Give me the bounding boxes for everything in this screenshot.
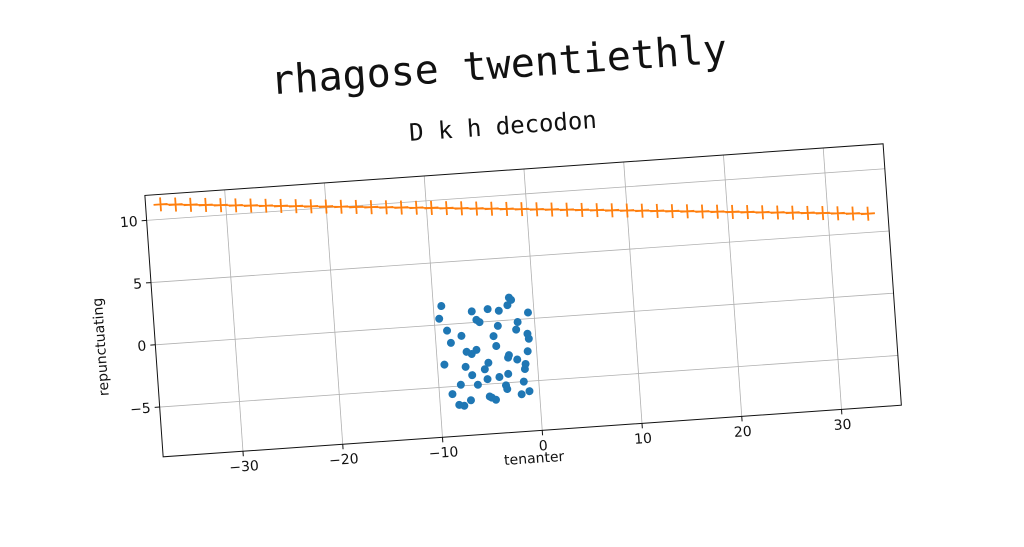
scatter-point <box>524 308 533 317</box>
y-tick-label: 10 <box>119 214 138 231</box>
scatter-point <box>495 307 504 316</box>
x-tick-label: 30 <box>833 417 852 434</box>
plus-marker <box>289 199 304 214</box>
scatter-point <box>504 370 513 379</box>
plus-marker <box>349 199 364 214</box>
plus-marker <box>454 201 469 216</box>
plus-marker <box>635 203 650 218</box>
scatter-point <box>447 339 456 348</box>
y-tick-label: 5 <box>133 276 143 293</box>
plus-marker <box>755 205 770 220</box>
x-tick-label: −10 <box>428 444 459 462</box>
plus-marker <box>364 200 379 215</box>
plus-marker <box>620 203 635 218</box>
plus-marker <box>379 200 394 215</box>
plus-marker <box>153 197 168 212</box>
y-gridline <box>151 231 889 283</box>
scatter-point <box>513 355 522 364</box>
x-tick-label: 20 <box>733 424 752 441</box>
plus-marker <box>800 205 815 220</box>
plus-marker <box>845 206 860 221</box>
plus-marker <box>785 205 800 220</box>
scatter-point <box>492 342 501 351</box>
y-axis-label: repunctuating <box>90 297 113 396</box>
plus-marker <box>228 198 243 213</box>
scatter-point <box>512 325 521 334</box>
scatter-point <box>467 396 476 405</box>
scatter-point <box>448 390 457 399</box>
scatter-point <box>483 375 492 384</box>
scatter-point <box>474 381 483 390</box>
plus-marker <box>590 203 605 218</box>
plus-marker <box>409 200 424 215</box>
plus-marker <box>665 204 680 219</box>
scatter-point <box>489 332 498 341</box>
plus-marker <box>319 199 334 214</box>
y-gridline <box>155 293 893 345</box>
x-tick-label: −20 <box>329 451 360 469</box>
x-gridline <box>225 190 243 451</box>
scatter-point <box>437 302 446 311</box>
plus-marker <box>650 203 665 218</box>
plus-marker <box>529 202 544 217</box>
scatter-point <box>523 347 532 356</box>
scatter-point <box>468 371 477 380</box>
plus-marker <box>574 202 589 217</box>
plus-marker <box>680 204 695 219</box>
x-axis-label: tenanter <box>504 449 565 469</box>
scatter-point <box>457 332 466 341</box>
plus-marker <box>770 205 785 220</box>
plus-marker <box>304 199 319 214</box>
y-tick-label: −5 <box>130 401 152 418</box>
plus-marker <box>198 197 213 212</box>
scatter-point <box>495 373 504 382</box>
plus-marker <box>559 202 574 217</box>
x-gridline <box>624 162 642 423</box>
scatter-point <box>520 377 529 386</box>
x-tick-label: 10 <box>634 431 653 448</box>
scatter-point <box>483 305 492 314</box>
plus-marker <box>469 201 484 216</box>
plus-marker <box>860 206 875 221</box>
x-gridline <box>723 155 741 416</box>
plus-marker <box>258 198 273 213</box>
plus-marker <box>544 202 559 217</box>
y-tick-label: 0 <box>137 338 147 355</box>
scatter-point <box>467 307 476 316</box>
scatter-point <box>525 387 534 396</box>
plus-marker <box>183 197 198 212</box>
plus-marker <box>605 203 620 218</box>
plus-marker <box>695 204 710 219</box>
plus-marker <box>740 205 755 220</box>
plus-marker <box>334 199 349 214</box>
x-gridline <box>823 148 841 409</box>
scatter-point <box>435 314 444 323</box>
plus-marker <box>830 206 845 221</box>
plus-marker <box>710 204 725 219</box>
scatter-point <box>457 380 466 389</box>
plus-marker <box>439 201 454 216</box>
scatter-point <box>494 322 503 331</box>
plus-marker <box>484 201 499 216</box>
x-gridline <box>324 183 342 444</box>
scatter-point <box>461 363 470 372</box>
scatter-point <box>440 360 449 369</box>
scatter-point <box>517 390 526 399</box>
x-tick-label: −30 <box>229 458 260 476</box>
plus-marker <box>168 197 183 212</box>
scatter-point <box>443 326 452 335</box>
plus-marker <box>499 201 514 216</box>
plus-marker <box>243 198 258 213</box>
